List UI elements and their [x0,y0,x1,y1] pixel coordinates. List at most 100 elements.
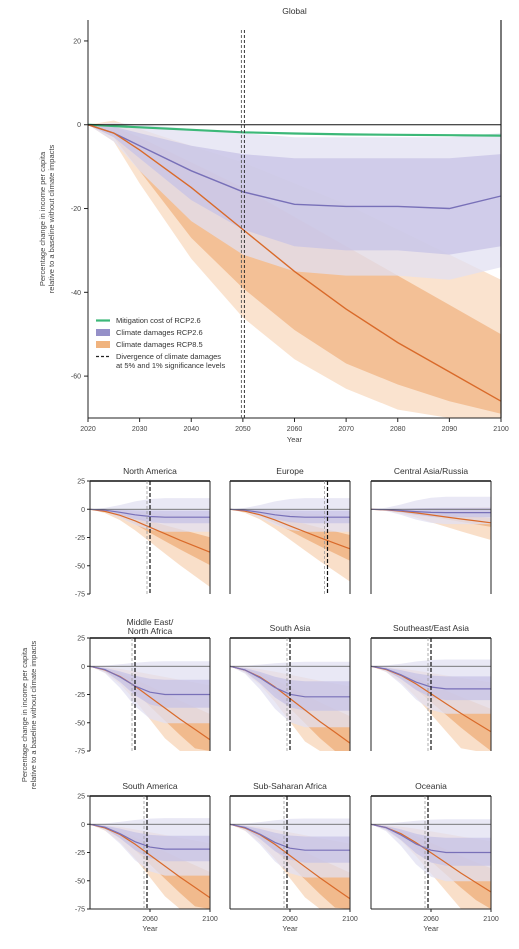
legend-label-2: Climate damages RCP8.5 [116,340,203,349]
region-y-tick-label: 0 [81,507,85,514]
region-y-tick-label: 25 [77,794,85,801]
region-y-tick-label: -75 [75,592,85,599]
global-line-rcp26 [87,124,502,210]
region-line-rcp85 [89,823,211,899]
region-line-rcp26 [89,665,210,696]
legend-swatch-1 [96,329,110,336]
region-line-rcp26 [229,508,350,518]
global-ylabel: Percentage change in income per capitare… [38,145,56,294]
region-title-8: Oceania [415,781,447,791]
region-title-3: Middle East/North Africa [127,617,174,636]
region-y-tick-label: -50 [75,720,85,727]
region-y-tick-label: -25 [75,535,85,542]
region-line-rcp85 [229,508,351,550]
region-y-tick-label: -25 [75,850,85,857]
regional-panels: North America 25 0 -25 -50 -75 Europe Central A… [20,466,499,933]
region-panel-8: Oceania 2060 2100 Year [370,781,499,933]
global-xlabel: Year [287,435,303,444]
region-x-tick-label: 2100 [342,916,358,923]
region-line-rcp85 [89,508,211,553]
global-x-tick-label: 2090 [442,426,458,433]
region-title-5: Southeast/East Asia [393,623,469,633]
region-y-tick-label: -50 [75,563,85,570]
global-y-tick-label: 20 [73,38,81,45]
region-panel-0: North America 25 0 -25 -50 -75 [75,466,211,599]
region-panel-7: Sub-Saharan Africa 2060 2100 Year [229,781,358,933]
region-xlabel: Year [423,924,439,933]
global-x-tick-label: 2040 [183,426,199,433]
global-ylabel-line2: relative to a baseline without climate i… [47,145,56,294]
region-line-rcp26 [89,823,210,850]
global-x-tick-label: 2070 [338,426,354,433]
regional-ylabel-line2: relative to a baseline without climate i… [29,641,38,790]
global-y-tick-label: -20 [71,206,81,213]
regional-ylabel-line1: Percentage change in income per capita [20,647,29,782]
region-y-tick-label: -50 [75,878,85,885]
region-title-0: North America [123,466,177,476]
region-title-7: Sub-Saharan Africa [253,781,327,791]
legend-label-1: Climate damages RCP2.6 [116,328,203,337]
region-xlabel: Year [142,924,158,933]
region-panel-6: South America 25 0 -25 -50 -75 2060 2100 Year [75,781,218,933]
region-title-4: South Asia [270,623,311,633]
global-x-tick-label: 2080 [390,426,406,433]
global-band-rcp26-0 [88,124,501,255]
region-title-line2: North Africa [128,626,173,636]
global-x-tick-label: 2020 [80,426,96,433]
region-line-rcp26 [89,508,210,518]
global-y-tick-label: 0 [77,122,81,129]
region-title-1: Europe [276,466,304,476]
region-y-tick-label: -25 [75,692,85,699]
global-ylabel-line1: Percentage change in income per capita [38,151,47,286]
region-line-rcp26 [370,823,491,854]
region-panel-4: South Asia [229,623,351,751]
global-line-mitigation [87,123,502,137]
legend-label-line1: Divergence of climate damages [116,352,221,361]
legend-swatch-2 [96,341,110,348]
region-title-line1: Middle East/ [127,617,174,627]
region-title-2: Central Asia/Russia [394,466,468,476]
region-y-tick-label: -75 [75,907,85,914]
region-xlabel: Year [282,924,298,933]
region-y-tick-label: 0 [81,822,85,829]
global-title: Global [282,6,307,16]
global-axes: 20 0 -20 -40 -60 2020 2030 2040 2050 2060 2070 2080… [71,20,509,433]
region-panel-3: Middle East/North Africa 25 0 -25 -50 -75 [75,617,211,756]
legend-label-line2: at 5% and 1% significance levels [116,361,225,370]
legend-label-3: Divergence of climate damages at 5% and 1… [116,352,225,370]
regional-ylabel: Percentage change in income per capitare… [20,641,38,790]
region-band-rcp85-inner [90,824,210,909]
region-x-tick-label: 2100 [202,916,218,923]
region-line-rcp26 [229,823,350,851]
region-y-tick-label: 25 [77,479,85,486]
region-panel-5: Southeast/East Asia [370,623,492,751]
region-line-rcp26 [370,508,491,514]
region-x-tick-label: 2100 [483,916,499,923]
region-panel-1: Europe [229,466,351,594]
global-y-tick-label: -60 [71,374,81,381]
region-x-tick-label: 2060 [423,916,439,923]
region-x-tick-label: 2060 [282,916,298,923]
global-x-tick-label: 2030 [132,426,148,433]
region-y-tick-label: 25 [77,636,85,643]
region-band-rcp85-inner [90,509,210,566]
region-panel-2: Central Asia/Russia [370,466,492,594]
global-legend: Mitigation cost of RCP2.6 Climate damages… [96,316,225,370]
region-band-rcp85-inner [90,666,210,751]
global-lines [87,123,502,402]
global-x-tick-label: 2100 [493,426,509,433]
global-x-tick-label: 2050 [235,426,251,433]
global-line-rcp85 [87,124,502,402]
region-x-tick-label: 2060 [142,916,158,923]
global-bands [88,120,501,418]
region-y-tick-label: 0 [81,664,85,671]
global-y-tick-label: -40 [71,290,81,297]
region-title-6: South America [122,781,178,791]
region-band-rcp85-inner [230,824,350,909]
region-band-rcp85-inner [230,666,350,751]
region-y-tick-label: -75 [75,749,85,756]
region-band-rcp85-inner [230,509,350,561]
global-x-tick-label: 2060 [287,426,303,433]
